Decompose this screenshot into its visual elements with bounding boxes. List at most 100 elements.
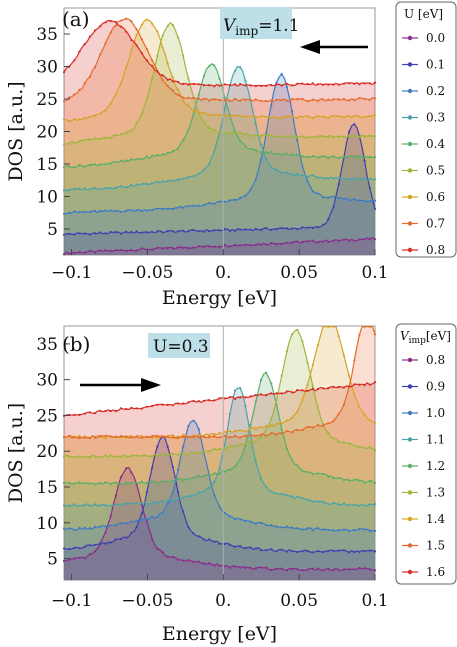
series-point-0.0 xyxy=(337,239,340,242)
series-point-1.3 xyxy=(233,444,237,447)
series-point-0.6 xyxy=(296,116,299,120)
series-point-0.3 xyxy=(244,79,247,82)
series-point-0.0 xyxy=(353,239,356,242)
series-point-0.9 xyxy=(363,550,366,553)
series-point-0.1 xyxy=(192,228,195,232)
series-area-0.2 xyxy=(64,74,375,255)
series-point-1.4 xyxy=(254,427,257,430)
series-point-0.5 xyxy=(368,134,371,137)
series-point-0.8 xyxy=(223,565,226,568)
series-point-1.6 xyxy=(280,392,283,395)
series-point-1.0 xyxy=(130,520,133,523)
series-point-1.1 xyxy=(244,404,247,408)
series-point-0.8 xyxy=(218,84,221,87)
series-point-0.0 xyxy=(348,239,351,242)
y-tick-label: 15 xyxy=(36,478,58,498)
series-point-1.0 xyxy=(114,524,117,527)
series-point-0.7 xyxy=(285,99,288,102)
series-point-0.4 xyxy=(218,77,221,80)
series-point-1.3 xyxy=(62,455,66,458)
series-point-0.0 xyxy=(275,243,278,246)
series-point-1.3 xyxy=(265,428,268,431)
series-point-0.8 xyxy=(192,560,195,564)
series-point-1.1 xyxy=(187,495,190,498)
series-point-1.0 xyxy=(316,527,320,530)
series-point-0.0 xyxy=(373,238,377,241)
series-point-0.6 xyxy=(119,82,123,85)
series-point-0.5 xyxy=(265,133,268,137)
legend-label: 1.5 xyxy=(426,539,445,553)
series-point-0.6 xyxy=(176,88,180,91)
series-point-1.3 xyxy=(337,440,340,443)
series-point-0.7 xyxy=(130,20,133,23)
series-point-0.0 xyxy=(332,239,335,242)
series-area-1.3 xyxy=(64,329,375,580)
series-point-0.4 xyxy=(151,154,154,157)
series-point-1.2 xyxy=(78,481,81,484)
series-point-0.4 xyxy=(125,159,128,162)
series-point-1.5 xyxy=(213,435,216,438)
series-point-0.7 xyxy=(114,24,117,27)
series-point-0.5 xyxy=(342,135,345,138)
y-tick-label: 20 xyxy=(36,123,58,143)
series-point-0.3 xyxy=(99,188,102,191)
series-point-0.7 xyxy=(296,98,299,101)
series-point-1.1 xyxy=(119,504,123,507)
series-point-1.6 xyxy=(327,387,330,390)
legend-swatch-marker xyxy=(407,221,413,226)
series-point-0.1 xyxy=(373,207,377,210)
series-point-1.6 xyxy=(114,410,117,413)
series-point-0.4 xyxy=(171,150,174,153)
series-point-0.2 xyxy=(363,200,366,203)
series-point-1.3 xyxy=(135,454,138,457)
series-point-0.2 xyxy=(88,211,91,214)
series-point-0.5 xyxy=(135,122,138,125)
series-point-0.1 xyxy=(62,233,66,236)
series-point-1.2 xyxy=(296,464,299,467)
series-area-0.9 xyxy=(64,436,375,580)
series-point-0.8 xyxy=(161,74,164,77)
series-point-0.9 xyxy=(254,547,257,550)
series-point-0.9 xyxy=(145,490,148,494)
series-point-0.4 xyxy=(322,155,325,158)
series-point-0.4 xyxy=(358,155,361,158)
series-point-0.5 xyxy=(145,97,148,101)
series-point-1.5 xyxy=(130,436,133,439)
series-point-0.8 xyxy=(254,84,257,88)
series-point-0.6 xyxy=(83,116,86,119)
series-point-0.6 xyxy=(94,114,97,117)
series-point-0.2 xyxy=(114,209,117,213)
series-point-1.5 xyxy=(88,437,91,440)
series-point-1.1 xyxy=(104,504,107,507)
series-point-0.1 xyxy=(239,228,242,231)
series-point-0.5 xyxy=(182,54,185,57)
series-point-0.5 xyxy=(301,135,304,138)
series-point-0.9 xyxy=(140,512,143,515)
series-point-1.0 xyxy=(171,491,174,494)
series-point-0.2 xyxy=(140,210,143,213)
series-point-1.6 xyxy=(373,381,377,384)
series-point-0.6 xyxy=(327,116,330,119)
series-point-0.8 xyxy=(322,569,325,572)
y-tick-label: 5 xyxy=(47,220,58,240)
series-point-1.2 xyxy=(337,477,340,480)
series-point-0.8 xyxy=(306,568,309,571)
series-point-1.2 xyxy=(182,479,185,482)
series-point-0.5 xyxy=(176,36,180,39)
series-point-1.4 xyxy=(363,413,366,416)
series-point-0.1 xyxy=(275,228,278,231)
series-point-1.3 xyxy=(176,453,180,456)
series-point-0.4 xyxy=(270,150,273,154)
series-point-1.6 xyxy=(348,385,351,388)
series-point-0.3 xyxy=(373,178,377,181)
series-point-0.7 xyxy=(223,99,226,102)
series-point-0.2 xyxy=(176,206,180,209)
series-point-0.7 xyxy=(125,17,128,20)
series-point-1.3 xyxy=(202,451,205,454)
series-point-0.3 xyxy=(145,182,148,186)
series-point-0.8 xyxy=(73,59,76,62)
series-point-0.4 xyxy=(213,64,216,67)
series-point-1.5 xyxy=(161,435,164,438)
series-point-0.3 xyxy=(239,66,242,69)
